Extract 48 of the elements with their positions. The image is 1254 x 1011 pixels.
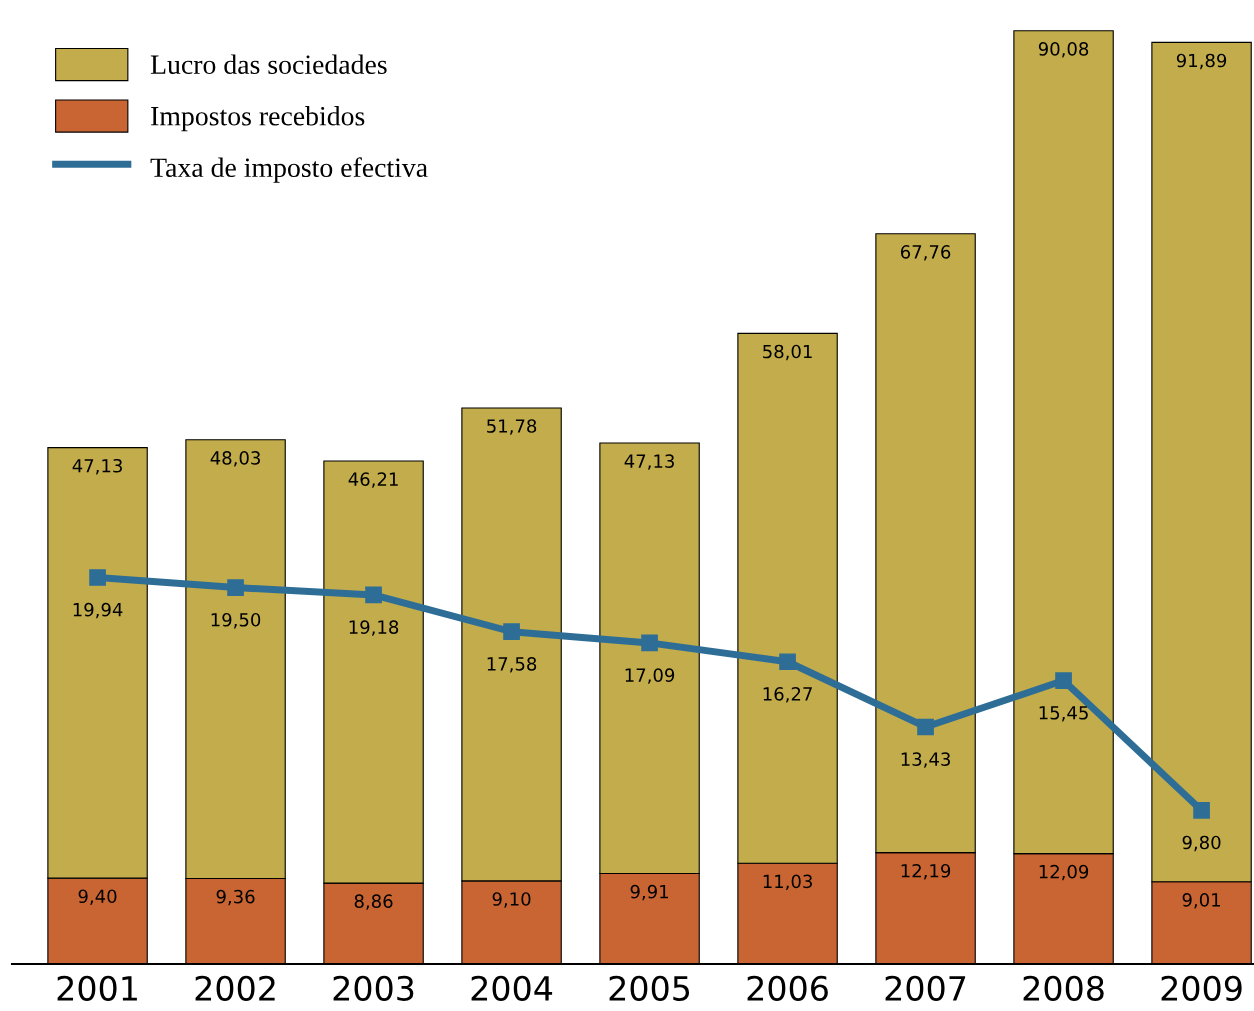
point	[1193, 801, 1210, 819]
x-tick-label: 2004	[471, 975, 553, 1001]
data-label: 91,89	[1176, 53, 1227, 70]
data-label: 12,09	[1039, 864, 1089, 881]
x-tick-label: 2009	[1161, 975, 1242, 1001]
data-label: 47,13	[624, 454, 674, 470]
data-label: 9,10	[492, 892, 531, 908]
data-label: 58,01	[763, 344, 812, 361]
data-label: 17,58	[487, 656, 537, 673]
x-tick-label: 2001	[57, 975, 137, 1001]
legend-label: Impostos recebidos	[151, 106, 365, 132]
data-label: 9,91	[630, 884, 668, 901]
data-label: 8,86	[354, 894, 393, 910]
data-label: 46,21	[348, 472, 398, 488]
data-label: 19,94	[73, 602, 123, 619]
data-label: 9,40	[78, 889, 117, 905]
x-tick-label: 2002	[195, 975, 275, 1001]
data-label: 47,13	[72, 458, 122, 475]
point	[917, 718, 934, 736]
data-label: 9,01	[1182, 892, 1220, 909]
data-label: 17,09	[625, 668, 675, 684]
x-tick-label: 2006	[747, 975, 828, 1001]
data-label: 12,19	[901, 863, 951, 880]
data-label: 13,43	[901, 752, 950, 768]
x-tick-label: 2007	[885, 975, 966, 1001]
x-tick-label: 2003	[333, 975, 414, 1001]
data-label: 19,18	[349, 620, 399, 636]
point	[641, 634, 658, 652]
data-label: 15,45	[1039, 706, 1088, 722]
legend-label: Taxa de imposto efectiva	[150, 157, 428, 183]
data-label: 9,80	[1182, 835, 1221, 852]
x-tick-label: 2008	[1023, 975, 1104, 1001]
point	[503, 623, 520, 641]
point	[1055, 672, 1072, 689]
point	[365, 586, 382, 604]
data-label: 48,03	[210, 451, 260, 467]
point	[89, 569, 106, 586]
point	[227, 579, 244, 596]
legend-label: Lucro das sociedades	[150, 54, 387, 75]
data-label: 9,36	[216, 889, 255, 906]
x-tick-label: 2005	[609, 975, 690, 1001]
data-label: 51,78	[487, 419, 537, 435]
data-label: 67,76	[900, 245, 951, 261]
point	[779, 653, 796, 671]
data-label: 19,50	[211, 612, 261, 629]
data-label: 16,27	[763, 687, 812, 703]
data-label: 11,03	[763, 874, 812, 891]
data-label: 90,08	[1038, 42, 1089, 58]
